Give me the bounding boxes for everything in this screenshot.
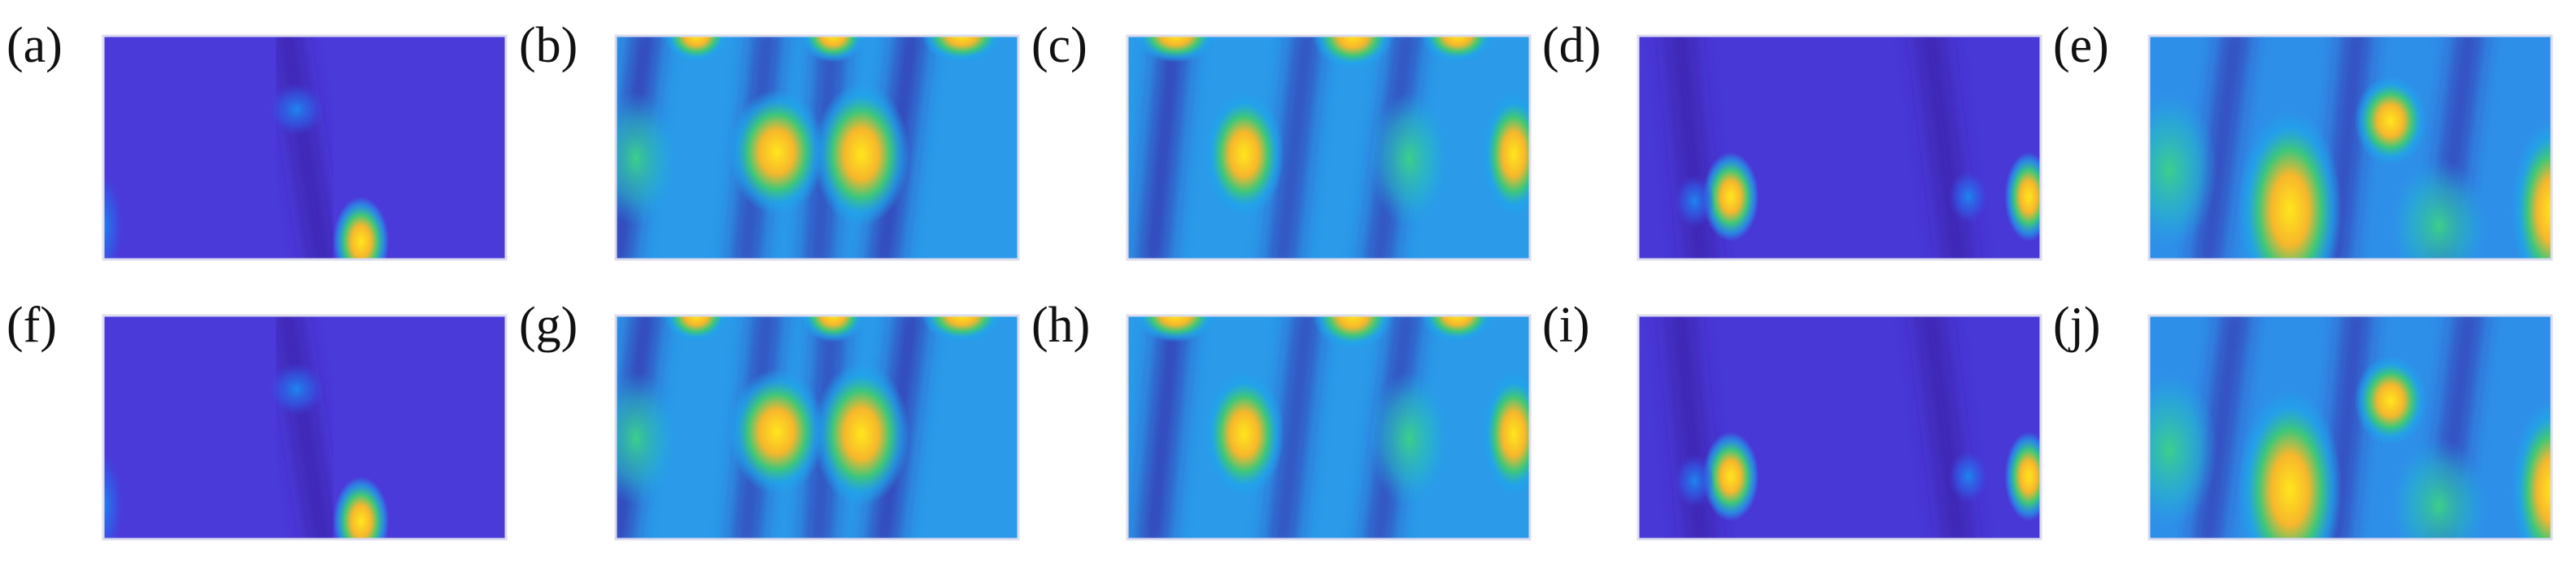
heatmap-blob — [1135, 36, 1216, 63]
dark-stripe — [2197, 316, 2246, 539]
heatmap-blob — [1369, 371, 1449, 506]
heatmap-blob — [333, 477, 390, 539]
heatmap-blob — [664, 36, 729, 63]
heatmap-blob — [813, 362, 910, 506]
panel-frame — [102, 34, 508, 261]
heatmap-blob — [333, 197, 390, 259]
panel-frame — [614, 34, 1020, 261]
dark-stripe — [1271, 36, 1317, 259]
panel-frame — [1637, 34, 2042, 261]
stripe-group — [1667, 36, 1971, 259]
heatmap-blob — [268, 82, 325, 137]
dark-stripe — [274, 36, 335, 259]
heatmap-panel — [2149, 316, 2552, 539]
stripe-group — [1667, 316, 1971, 539]
heatmap-background — [1127, 316, 1530, 539]
heatmap-panel — [103, 316, 506, 539]
heatmap-panel — [2149, 36, 2552, 259]
heatmap-blob — [1481, 371, 1530, 497]
heatmap-background — [1127, 36, 1530, 259]
heatmap-panel — [1638, 36, 2041, 259]
panel-label: (j) — [2053, 298, 2101, 353]
panel-label: (b) — [519, 18, 578, 73]
heatmap-panel — [103, 36, 506, 259]
dark-stripe — [1271, 316, 1317, 539]
heatmap-blob — [2511, 120, 2552, 259]
panel-frame — [2147, 34, 2553, 261]
heatmap-panel — [616, 36, 1018, 259]
dark-stripe — [1917, 316, 1971, 539]
panel-label: (h) — [1031, 298, 1090, 353]
panel-label: (a) — [7, 18, 63, 73]
heatmap-blob — [2511, 400, 2552, 539]
dark-stripe — [274, 316, 335, 539]
panel-label: (e) — [2053, 18, 2109, 73]
heatmap-blob — [1204, 371, 1285, 497]
heatmap-blob — [1702, 432, 1759, 521]
heatmap-blob — [616, 371, 677, 506]
heatmap-blob — [664, 316, 729, 342]
dark-stripe — [1667, 36, 1714, 259]
heatmap-panel — [616, 316, 1018, 539]
heatmap-blob — [1481, 91, 1530, 217]
panel-frame — [102, 314, 508, 541]
heatmap-blob — [1312, 316, 1393, 350]
heatmap-blob — [1135, 316, 1216, 342]
heatmap-blob — [800, 316, 865, 342]
dark-stripe — [2197, 36, 2246, 259]
heatmap-blob — [1674, 454, 1715, 508]
dark-stripe — [1917, 36, 1971, 259]
panel-frame — [1126, 34, 1532, 261]
heatmap-panel — [1127, 36, 1530, 259]
heatmap-blob — [2354, 76, 2427, 166]
heatmap-blob — [2004, 152, 2041, 242]
panel-label: (d) — [1542, 18, 1601, 73]
heatmap-blob — [813, 82, 910, 226]
panel-frame — [614, 314, 1020, 541]
stripe-group — [274, 36, 335, 259]
heatmap-blob — [2391, 438, 2487, 539]
panel-frame — [1126, 314, 1532, 541]
panel-label: (f) — [7, 298, 57, 353]
heatmap-blob — [2237, 109, 2343, 259]
heatmap-blob — [1369, 91, 1449, 226]
heatmap-panel — [1127, 316, 1530, 539]
panel-label: (g) — [519, 298, 578, 353]
heatmap-blob — [1312, 36, 1393, 70]
heatmap-blob — [103, 170, 124, 259]
stripe-group — [274, 316, 335, 539]
panel-label: (i) — [1542, 298, 1590, 353]
heatmap-blob — [2149, 91, 2218, 249]
heatmap-blob — [800, 36, 865, 63]
heatmap-blob — [2354, 355, 2427, 446]
heatmap-blob — [2004, 432, 2041, 521]
heatmap-blob — [1948, 450, 1989, 503]
heatmap-blob — [1674, 174, 1715, 229]
heatmap-blob — [728, 369, 826, 494]
heatmap-blob — [268, 362, 325, 416]
panel-label: (c) — [1031, 18, 1087, 73]
heatmap-blob — [1702, 152, 1759, 242]
heatmap-blob — [2391, 159, 2487, 259]
heatmap-blob — [1421, 36, 1494, 63]
heatmap-blob — [922, 316, 1003, 342]
dark-stripe — [1667, 316, 1714, 539]
heatmap-blob — [1421, 316, 1494, 342]
panel-frame — [2147, 314, 2553, 541]
heatmap-blob — [1204, 91, 1285, 217]
heatmap-blob — [103, 450, 124, 539]
heatmap-blob — [2149, 371, 2218, 529]
heatmap-blob — [2237, 389, 2343, 539]
heatmap-blob — [616, 91, 677, 226]
panel-frame — [1637, 314, 2042, 541]
heatmap-panel — [1638, 316, 2041, 539]
heatmap-blob — [922, 36, 1003, 63]
heatmap-blob — [728, 89, 826, 215]
heatmap-blob — [1948, 170, 1989, 224]
